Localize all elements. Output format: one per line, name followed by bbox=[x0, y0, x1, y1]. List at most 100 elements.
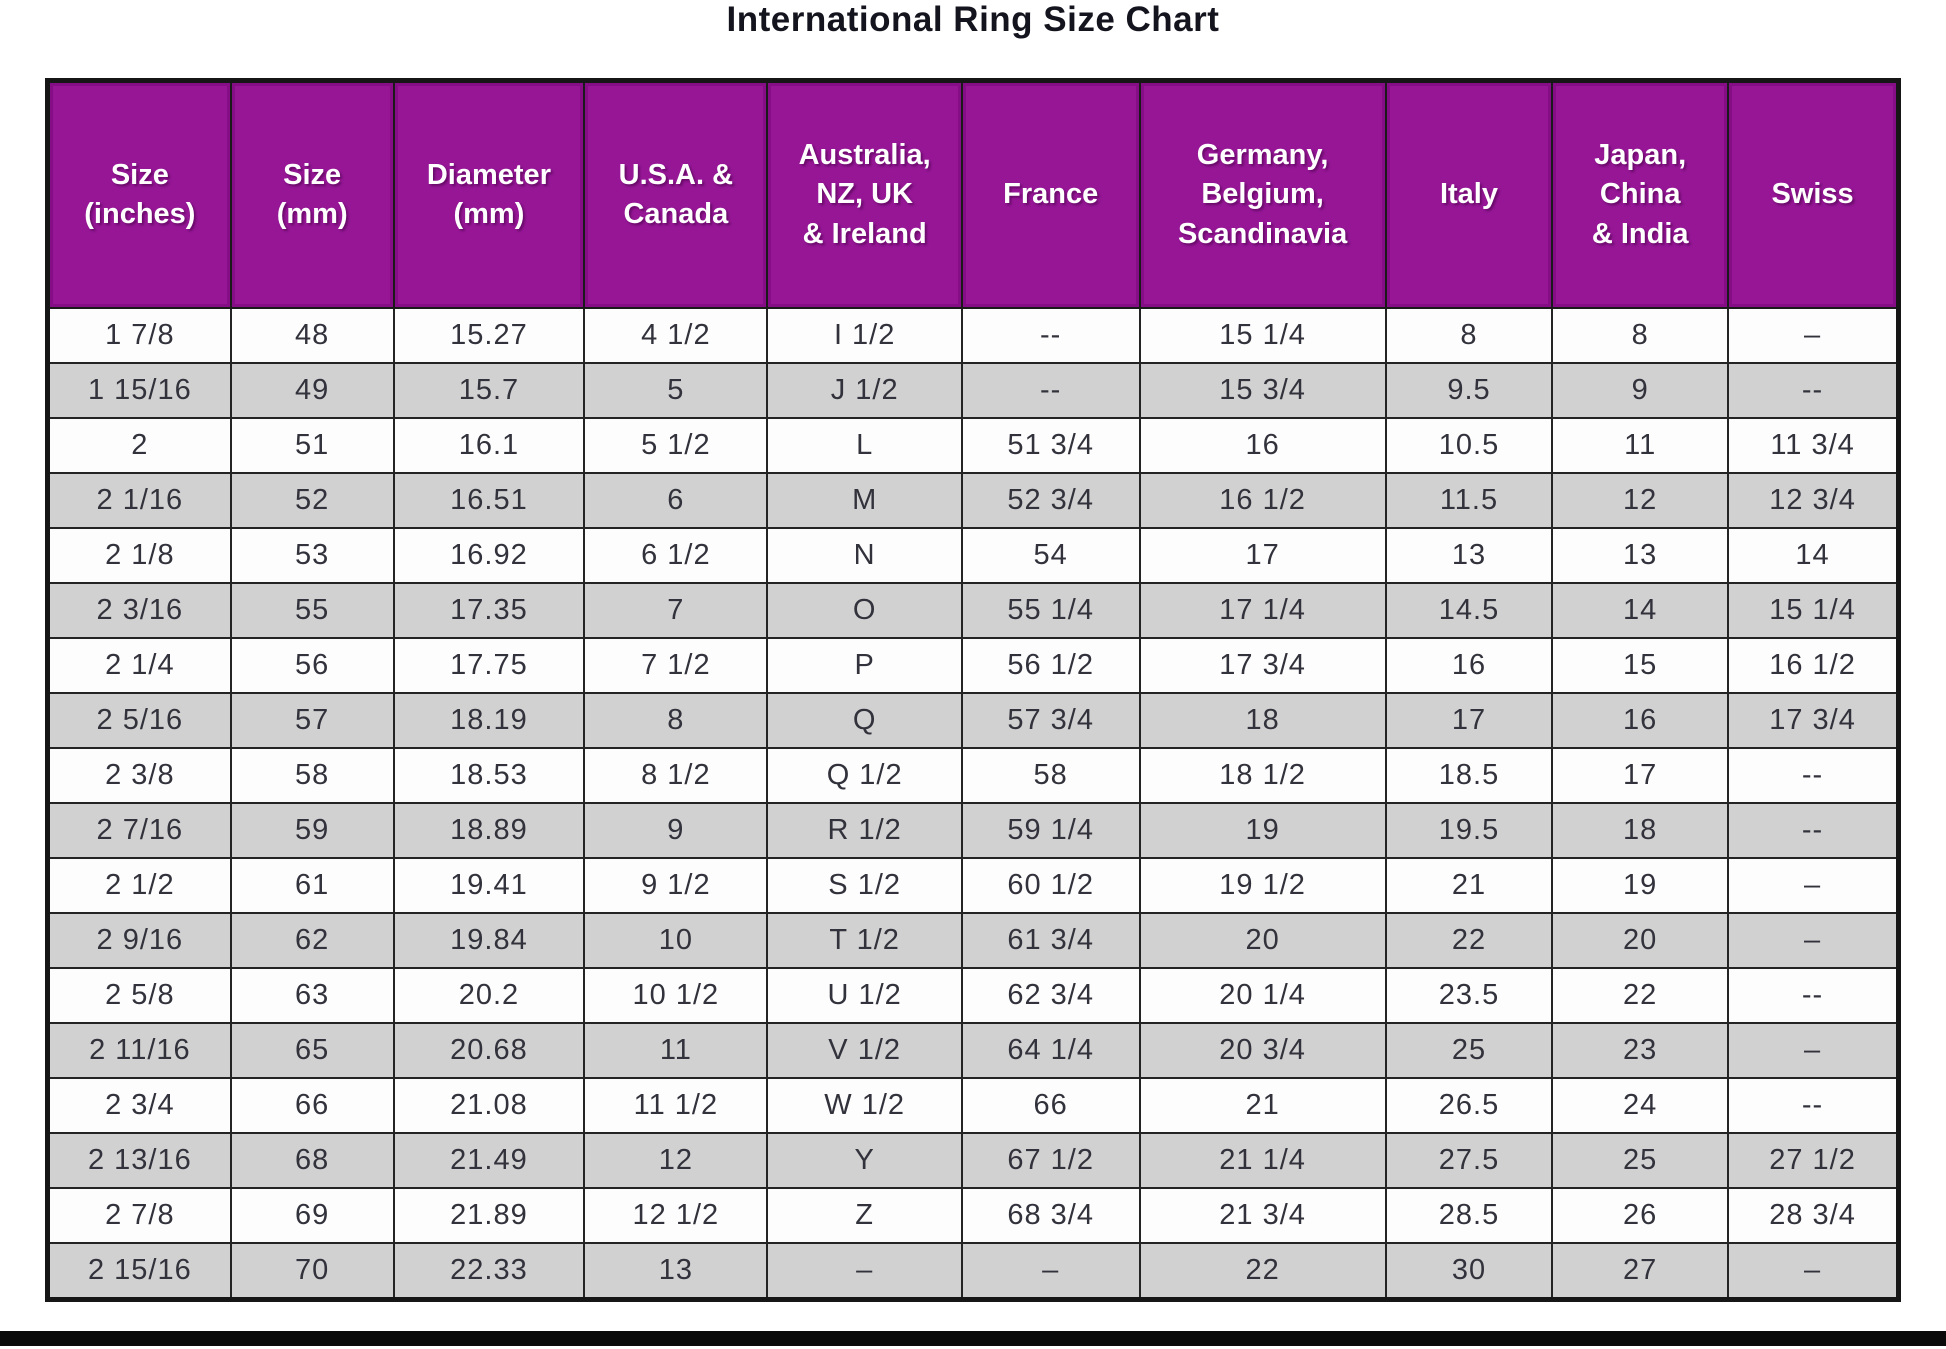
table-cell: 1 15/16 bbox=[46, 362, 232, 419]
table-cell: 49 bbox=[229, 362, 395, 419]
table-cell: 19.41 bbox=[392, 857, 586, 914]
table-cell: V 1/2 bbox=[766, 1022, 963, 1079]
table-cell: 16 1/2 bbox=[1727, 637, 1900, 694]
table-cell: -- bbox=[960, 362, 1141, 419]
table-cell: 6 1/2 bbox=[583, 527, 769, 584]
table-cell: 16 1/2 bbox=[1138, 472, 1387, 529]
table-cell: 15 3/4 bbox=[1138, 362, 1387, 419]
table-cell: 18 bbox=[1138, 692, 1387, 749]
table-cell: – bbox=[1727, 1022, 1900, 1079]
table-row: 1 15/16 49 15.7 5 J 1/2 -- 15 3/4 9.5 9 -- bbox=[46, 362, 1900, 419]
table-cell: 2 1/16 bbox=[46, 472, 232, 529]
table-row: 2 51 16.1 5 1/2 L 51 3/4 16 10.5 11 11 3/4 bbox=[46, 417, 1900, 474]
table-cell: 19.84 bbox=[392, 912, 586, 969]
table-cell: O bbox=[766, 582, 963, 639]
table-cell: 26 bbox=[1551, 1187, 1730, 1244]
table-cell: 2 3/16 bbox=[46, 582, 232, 639]
table-cell: 12 3/4 bbox=[1727, 472, 1900, 529]
table-cell: 55 bbox=[229, 582, 395, 639]
table-cell: Q bbox=[766, 692, 963, 749]
table-cell: 19 bbox=[1551, 857, 1730, 914]
table-cell: 4 1/2 bbox=[583, 307, 769, 364]
column-header: Germany, Belgium, Scandinavia bbox=[1138, 79, 1387, 309]
table-cell: 16.51 bbox=[392, 472, 586, 529]
table-header-row: Size (inches) Size (mm) Diameter (mm) U.S.A… bbox=[46, 79, 1900, 309]
table-cell: 66 bbox=[229, 1077, 395, 1134]
table-cell: 21.89 bbox=[392, 1187, 586, 1244]
table-cell: 25 bbox=[1384, 1022, 1554, 1079]
table-cell: 2 11/16 bbox=[46, 1022, 232, 1079]
table-cell: 24 bbox=[1551, 1077, 1730, 1134]
table-cell: T 1/2 bbox=[766, 912, 963, 969]
table-cell: 15 1/4 bbox=[1727, 582, 1900, 639]
table-cell: S 1/2 bbox=[766, 857, 963, 914]
table-cell: 17 bbox=[1551, 747, 1730, 804]
table-cell: 48 bbox=[229, 307, 395, 364]
table-cell: 13 bbox=[1384, 527, 1554, 584]
table-cell: 17 bbox=[1384, 692, 1554, 749]
table-cell: 8 1/2 bbox=[583, 747, 769, 804]
table-cell: 7 bbox=[583, 582, 769, 639]
column-header: U.S.A. & Canada bbox=[583, 79, 769, 309]
table-row: 1 7/8 48 15.27 4 1/2 I 1/2 -- 15 1/4 8 8– bbox=[46, 307, 1900, 364]
table-cell: 7 1/2 bbox=[583, 637, 769, 694]
table-cell: 14 bbox=[1727, 527, 1900, 584]
table-cell: 59 bbox=[229, 802, 395, 859]
table-cell: L bbox=[766, 417, 963, 474]
column-header: Size (inches) bbox=[46, 79, 232, 309]
table-row: 2 3/16 55 17.35 7 O 55 1/4 17 1/4 14.5 14 15 1/4 bbox=[46, 582, 1900, 639]
table-cell: 56 bbox=[229, 637, 395, 694]
table-cell: 60 1/2 bbox=[960, 857, 1141, 914]
table-cell: – bbox=[1727, 1242, 1900, 1301]
table-cell: 18 1/2 bbox=[1138, 747, 1387, 804]
table-cell: P bbox=[766, 637, 963, 694]
table-cell: 25 bbox=[1551, 1132, 1730, 1189]
table-cell: 11 3/4 bbox=[1727, 417, 1900, 474]
table-cell: 66 bbox=[960, 1077, 1141, 1134]
table-cell: 27 1/2 bbox=[1727, 1132, 1900, 1189]
table-cell: 6 bbox=[583, 472, 769, 529]
table-cell: 21 1/4 bbox=[1138, 1132, 1387, 1189]
table-cell: 18.19 bbox=[392, 692, 586, 749]
table-cell: R 1/2 bbox=[766, 802, 963, 859]
table-row: 2 3/8 58 18.53 8 1/2 Q 1/2 58 18 1/2 18.5 17 -- bbox=[46, 747, 1900, 804]
table-cell: 9 bbox=[583, 802, 769, 859]
table-row: 2 13/16 68 21.49 12 Y 67 1/2 21 1/4 27.5 25 27 1/… bbox=[46, 1132, 1900, 1189]
table-cell: 2 bbox=[46, 417, 232, 474]
table-cell: 15 1/4 bbox=[1138, 307, 1387, 364]
bottom-border-bar bbox=[0, 1331, 1946, 1346]
table-cell: 13 bbox=[1551, 527, 1730, 584]
column-header: Australia, NZ, UK & Ireland bbox=[766, 79, 963, 309]
table-row: 2 7/16 59 18.89 9 R 1/2 59 1/4 19 19.5 18 -- bbox=[46, 802, 1900, 859]
table-cell: 16 bbox=[1551, 692, 1730, 749]
table-cell: 2 1/4 bbox=[46, 637, 232, 694]
table-cell: 2 9/16 bbox=[46, 912, 232, 969]
table-cell: Q 1/2 bbox=[766, 747, 963, 804]
table-cell: 9 bbox=[1551, 362, 1730, 419]
table-cell: 27 bbox=[1551, 1242, 1730, 1301]
table-cell: 19.5 bbox=[1384, 802, 1554, 859]
table-row: 2 5/8 63 20.2 10 1/2 U 1/2 62 3/4 20 1/4 23.5 22… bbox=[46, 967, 1900, 1024]
table-cell: 23 bbox=[1551, 1022, 1730, 1079]
table-cell: 11 1/2 bbox=[583, 1077, 769, 1134]
table-cell: 14.5 bbox=[1384, 582, 1554, 639]
table-row: 2 9/16 62 19.84 10 T 1/2 61 3/4 20 22 20– bbox=[46, 912, 1900, 969]
table-cell: Z bbox=[766, 1187, 963, 1244]
table-cell: 17.35 bbox=[392, 582, 586, 639]
table-row: 2 1/2 61 19.41 9 1/2 S 1/2 60 1/2 19 1/2 21 19– bbox=[46, 857, 1900, 914]
table-cell: 62 bbox=[229, 912, 395, 969]
table-cell: 2 7/8 bbox=[46, 1187, 232, 1244]
page-title: International Ring Size Chart bbox=[726, 0, 1220, 39]
table-cell: 57 3/4 bbox=[960, 692, 1141, 749]
table-cell: 5 1/2 bbox=[583, 417, 769, 474]
table-cell: 27.5 bbox=[1384, 1132, 1554, 1189]
table-cell: 20.68 bbox=[392, 1022, 586, 1079]
table-cell: 21.08 bbox=[392, 1077, 586, 1134]
table-cell: – bbox=[960, 1242, 1141, 1301]
table-cell: 51 bbox=[229, 417, 395, 474]
table-row: 2 1/4 56 17.75 7 1/2 P 56 1/2 17 3/4 16 15 16 1/2 bbox=[46, 637, 1900, 694]
column-header: Japan, China & India bbox=[1551, 79, 1730, 309]
table-cell: 19 bbox=[1138, 802, 1387, 859]
table-cell: 26.5 bbox=[1384, 1077, 1554, 1134]
